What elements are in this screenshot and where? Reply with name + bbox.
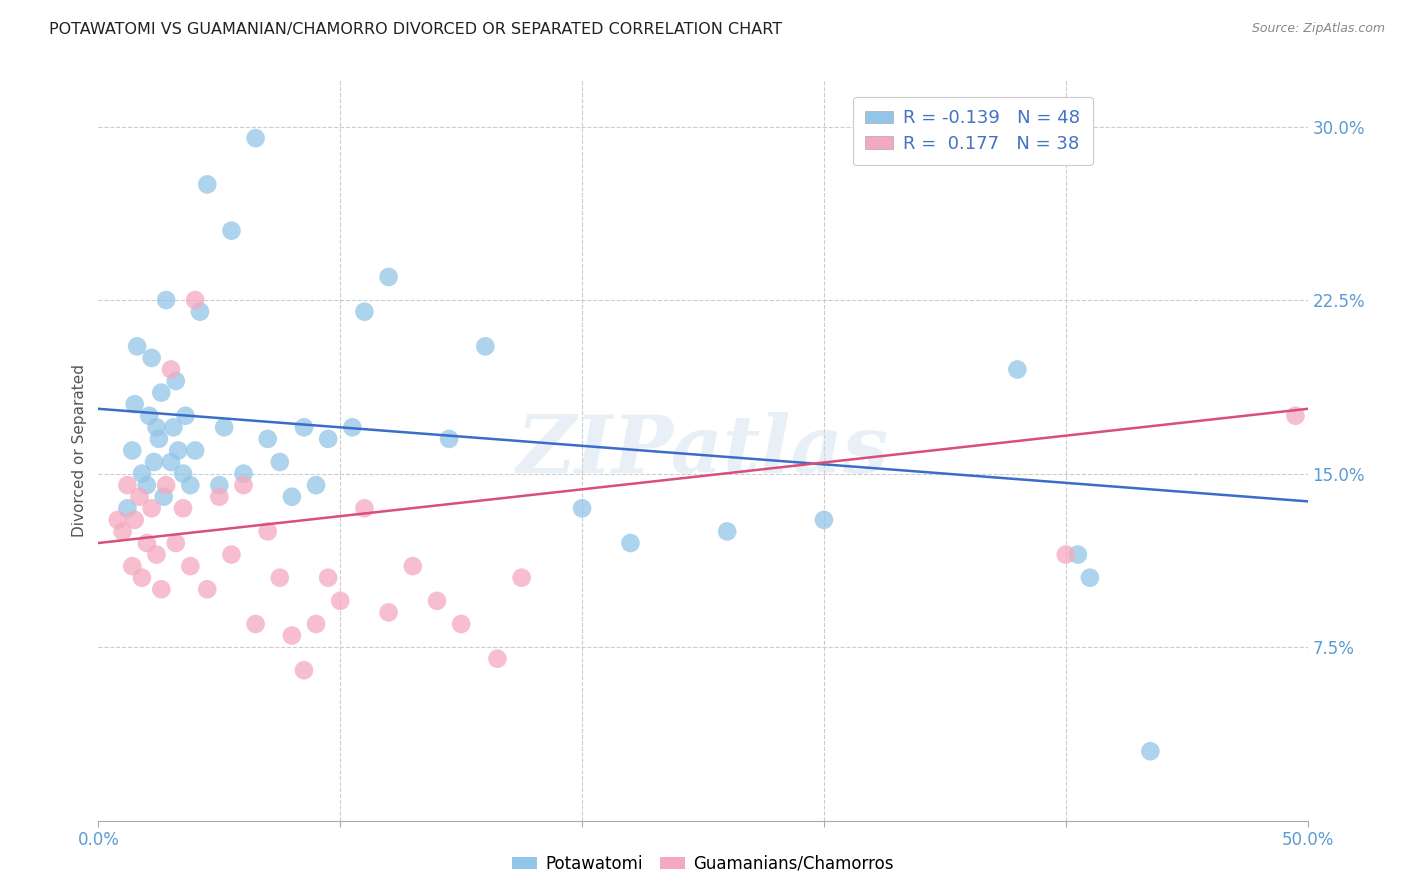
Point (145, 420, 167, 434)
Point (117, 478, 139, 492)
Point (353, 501, 375, 516)
Point (155, 293, 177, 307)
Point (329, 594, 352, 608)
Point (165, 536, 187, 550)
Point (195, 582, 218, 597)
Point (127, 339, 149, 353)
Point (571, 501, 593, 516)
Point (138, 409, 160, 423)
Point (245, 131, 267, 145)
Point (305, 617, 328, 632)
Point (145, 548, 167, 562)
Point (474, 339, 496, 353)
Point (121, 443, 143, 458)
Point (256, 524, 278, 539)
Point (111, 524, 134, 539)
Point (167, 443, 190, 458)
Point (377, 269, 399, 284)
Point (292, 420, 315, 434)
Point (716, 524, 738, 539)
Point (121, 559, 143, 574)
Text: Source: ZipAtlas.com: Source: ZipAtlas.com (1251, 22, 1385, 36)
Point (269, 571, 291, 585)
Point (1139, 744, 1161, 758)
Point (150, 385, 173, 400)
Point (221, 548, 243, 562)
Point (184, 293, 207, 307)
Point (619, 536, 641, 550)
Point (179, 478, 201, 492)
Point (128, 490, 150, 504)
Point (141, 501, 163, 516)
Point (179, 559, 201, 574)
Point (353, 304, 375, 318)
Point (212, 420, 235, 434)
Point (135, 536, 157, 550)
Point (1007, 362, 1029, 376)
Point (316, 432, 339, 446)
Point (155, 478, 177, 492)
Point (172, 501, 194, 516)
Point (174, 409, 197, 423)
Point (1054, 548, 1077, 562)
Legend: Potawatomi, Guamanians/Chamorros: Potawatomi, Guamanians/Chamorros (506, 848, 900, 880)
Point (281, 490, 304, 504)
Point (107, 513, 129, 527)
Point (437, 432, 460, 446)
Point (184, 443, 207, 458)
Point (208, 490, 231, 504)
Point (124, 397, 146, 411)
Point (377, 606, 399, 620)
Point (131, 571, 153, 585)
Point (486, 651, 509, 665)
Point (510, 571, 533, 585)
Point (195, 178, 218, 192)
Point (141, 351, 163, 365)
Point (245, 617, 267, 632)
Point (305, 478, 328, 492)
Point (232, 467, 254, 481)
Text: ZIPatlas: ZIPatlas (517, 412, 889, 489)
Point (160, 455, 183, 469)
Point (135, 478, 157, 492)
Point (131, 467, 153, 481)
Point (342, 420, 364, 434)
Point (1067, 548, 1090, 562)
Point (256, 432, 278, 446)
Point (188, 304, 211, 318)
Point (292, 663, 315, 677)
Point (208, 478, 231, 492)
Point (148, 432, 170, 446)
Point (813, 513, 835, 527)
Y-axis label: Divorced or Separated: Divorced or Separated (72, 364, 87, 537)
Point (281, 628, 304, 642)
Legend: R = -0.139   N = 48, R =  0.177   N = 38: R = -0.139 N = 48, R = 0.177 N = 38 (853, 96, 1092, 165)
Point (150, 582, 173, 597)
Point (269, 455, 291, 469)
Point (1284, 409, 1306, 423)
Point (221, 224, 243, 238)
Point (117, 501, 139, 516)
Point (232, 478, 254, 492)
Point (162, 420, 184, 434)
Point (124, 513, 146, 527)
Point (450, 617, 472, 632)
Point (143, 455, 166, 469)
Point (152, 490, 174, 504)
Point (1078, 571, 1101, 585)
Point (165, 374, 187, 388)
Point (426, 594, 449, 608)
Point (160, 362, 183, 376)
Point (402, 559, 425, 574)
Point (316, 571, 339, 585)
Text: POTAWATOMI VS GUAMANIAN/CHAMORRO DIVORCED OR SEPARATED CORRELATION CHART: POTAWATOMI VS GUAMANIAN/CHAMORRO DIVORCE… (49, 22, 782, 37)
Point (172, 467, 194, 481)
